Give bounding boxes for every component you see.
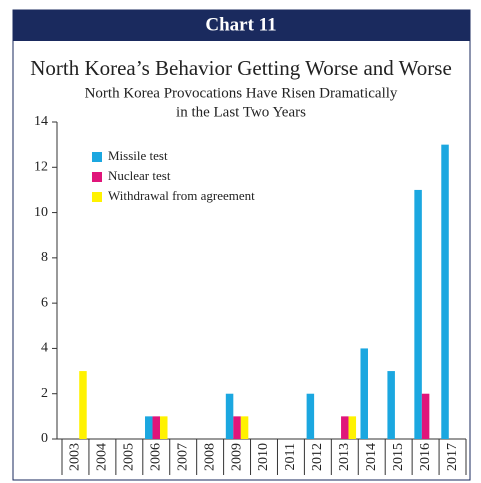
- x-tick-label: 2017: [445, 443, 460, 471]
- bar: [421, 393, 430, 439]
- bar: [225, 393, 234, 439]
- bar: [306, 393, 315, 439]
- legend-swatch: [92, 152, 102, 162]
- bar: [233, 416, 241, 439]
- legend-label: Missile test: [108, 148, 168, 163]
- bar: [160, 416, 168, 439]
- bar: [387, 371, 395, 439]
- header: Chart 11: [205, 14, 276, 35]
- x-tick-label: 2009: [229, 443, 244, 471]
- subtitle: North Korea Provocations Have Risen Dram…: [85, 85, 398, 101]
- x-tick-label: 2011: [283, 443, 298, 470]
- x-tick-label: 2004: [95, 443, 110, 471]
- x-tick-label: 2010: [256, 443, 271, 471]
- legend-swatch: [92, 172, 102, 182]
- y-tick-label: 12: [34, 160, 48, 175]
- header-bar: [13, 10, 470, 41]
- y-tick-label: 6: [41, 295, 48, 310]
- bar: [441, 144, 449, 439]
- bar: [152, 416, 161, 439]
- y-tick-label: 0: [41, 431, 48, 446]
- x-tick-label: 2008: [202, 443, 217, 471]
- legend-label: Withdrawal from agreement: [108, 188, 255, 203]
- bar: [414, 189, 422, 439]
- x-tick-label: 2005: [122, 443, 137, 471]
- bar: [145, 416, 153, 439]
- x-tick-label: 2015: [391, 443, 406, 471]
- x-tick-label: 2003: [68, 443, 83, 471]
- x-tick-label: 2013: [337, 443, 352, 471]
- legend-swatch: [92, 192, 102, 202]
- x-tick-label: 2014: [364, 443, 379, 471]
- bar: [348, 416, 357, 439]
- chart-title: North Korea’s Behavior Getting Worse and…: [30, 56, 452, 80]
- bar: [341, 416, 349, 439]
- bar: [360, 348, 368, 439]
- y-tick-label: 4: [41, 341, 48, 356]
- legend-label: Nuclear test: [108, 168, 171, 183]
- y-tick-label: 8: [41, 250, 48, 265]
- x-tick-label: 2016: [418, 443, 433, 471]
- bar: [240, 416, 249, 439]
- x-tick-label: 2006: [148, 443, 163, 471]
- y-tick-label: 14: [34, 114, 48, 129]
- x-tick-label: 2007: [175, 443, 190, 471]
- x-tick-label: 2012: [310, 443, 325, 471]
- y-tick-label: 2: [41, 386, 48, 401]
- subtitle: in the Last Two Years: [176, 104, 306, 120]
- y-tick-label: 10: [34, 205, 48, 220]
- bar: [79, 371, 87, 439]
